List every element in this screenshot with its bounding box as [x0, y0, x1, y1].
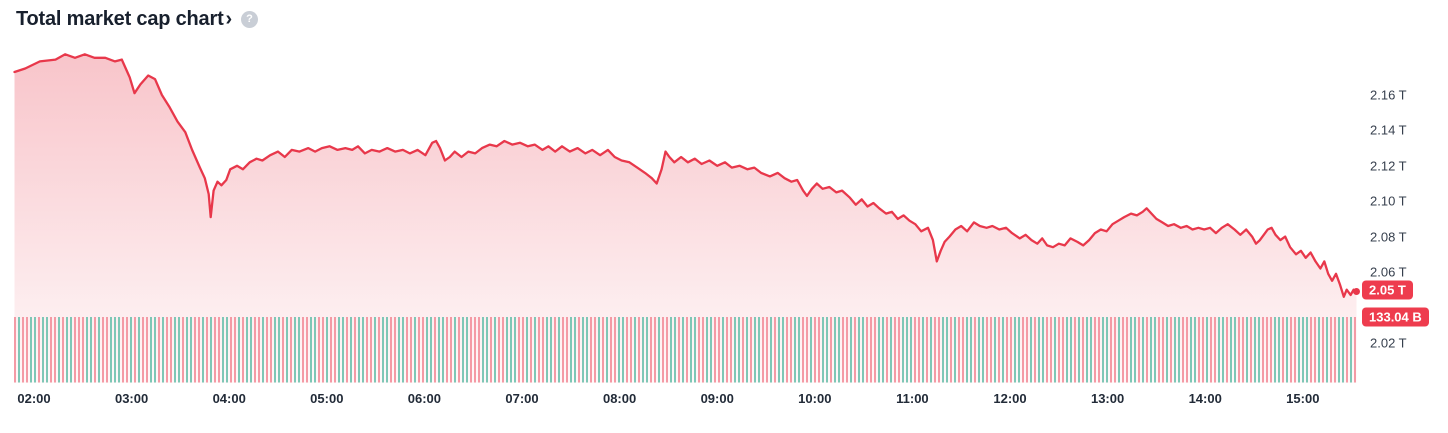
last-price-dot [1352, 287, 1360, 295]
x-axis-label: 02:00 [17, 391, 51, 406]
y-axis-label: 2.10 T [1370, 193, 1407, 209]
chart-header: Total market cap chart › ? [16, 8, 258, 31]
help-icon[interactable]: ? [241, 11, 258, 28]
x-axis-label: 03:00 [114, 391, 149, 406]
current-volume-badge: 133.04 B [1362, 307, 1429, 327]
y-axis-label: 2.14 T [1370, 122, 1407, 138]
x-axis-label: 08:00 [602, 391, 637, 406]
volume-bars [14, 317, 1356, 383]
x-axis-label: 07:00 [505, 391, 539, 406]
y-axis-label: 2.06 T [1370, 264, 1407, 280]
chevron-right-icon: › [225, 8, 233, 30]
x-axis-label: 12:00 [993, 391, 1027, 406]
x-axis-label: 10:00 [798, 391, 832, 406]
x-axis-label: 14:00 [1188, 391, 1222, 406]
market-cap-line [13, 53, 1358, 298]
x-axis-label: 13:00 [1090, 391, 1125, 406]
y-axis-label: 2.08 T [1370, 229, 1407, 245]
page-title: Total market cap chart [16, 8, 224, 30]
y-axis-label: 2.02 T [1370, 335, 1407, 351]
y-axis-label: 2.16 T [1370, 87, 1407, 103]
x-axis-label: 06:00 [407, 391, 442, 406]
x-axis-label: 09:00 [700, 391, 734, 406]
market-cap-area [14, 54, 1357, 384]
y-axis-label: 2.12 T [1370, 158, 1407, 174]
x-axis-label: 04:00 [212, 391, 246, 406]
current-market-cap-badge: 2.05 T [1362, 280, 1413, 300]
total-market-cap-title-link[interactable]: Total market cap chart › [16, 8, 232, 31]
x-axis-label: 15:00 [1286, 391, 1320, 406]
x-axis-label: 05:00 [310, 391, 344, 406]
x-axis-label: 11:00 [896, 391, 929, 406]
